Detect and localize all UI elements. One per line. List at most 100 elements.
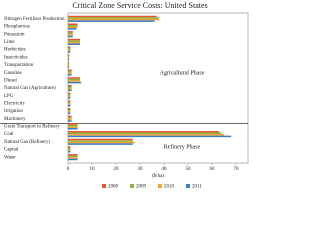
bar [68,64,70,67]
bar [68,155,78,158]
bar [68,84,72,87]
bar [68,86,72,88]
bar [68,71,72,73]
y-tick-label: Natural Gas (Agriculture) [4,86,56,91]
bar [68,94,71,96]
y-tick-label: Nitrogen Fertilizer Production [4,17,65,22]
y-tick-label: Gasoline [4,71,23,76]
legend-swatch [102,184,106,188]
bar [68,66,70,69]
bar [68,40,80,42]
bar [68,17,160,19]
x-tick-label: 30 [138,167,144,172]
bar [68,69,72,72]
bar [68,88,72,90]
bar [68,147,71,150]
x-tick-label: 40 [162,167,168,172]
bar [68,120,72,122]
y-tick-label: Herbicides [4,48,26,53]
legend-label: 2009 [136,184,147,189]
legend-label: 2008 [108,184,119,189]
bar [68,143,133,145]
bar [68,146,71,148]
legend-label: 2011 [192,184,202,189]
y-tick-label: Transportation [4,63,34,68]
y-tick-label: LPG [4,94,14,99]
bar [68,117,72,119]
bar [68,124,78,127]
bar [68,78,80,81]
x-tick-label: 20 [114,167,120,172]
chart-title: Critical Zone Service Costs: United Stat… [72,1,207,10]
bar [68,95,71,98]
bar [68,158,78,161]
bar [68,157,78,159]
bar [68,46,71,49]
bar [68,151,71,153]
bar [68,49,71,52]
x-tick-label: 0 [67,167,70,172]
bar [68,34,73,36]
bar [68,100,71,102]
bar [68,97,71,99]
y-tick-label: Electricity [4,102,25,107]
bar [68,92,71,95]
bar [68,57,70,59]
bar [68,61,70,64]
bar [68,131,220,133]
y-tick-label: Diesel [4,78,17,83]
bar [68,81,82,84]
y-tick-label: Water [4,155,16,160]
bar [68,28,77,30]
bar [68,20,155,22]
x-tick-label: 10 [90,167,96,172]
bar [68,72,72,75]
bar [68,115,72,118]
bar [68,107,71,110]
bar [68,77,80,79]
bar [68,41,80,44]
y-tick-label: Lime [4,40,15,45]
bar [68,101,71,104]
bar [68,38,80,41]
bar [68,112,71,115]
chart: Critical Zone Service Costs: United Stat… [0,1,249,189]
bar [68,134,224,136]
x-tick-label: 70 [234,167,240,172]
bar [68,24,78,27]
bar [68,43,80,45]
bar [68,58,70,61]
bar [68,111,71,113]
bar [68,140,133,142]
bar [68,123,78,125]
legend-swatch [158,184,162,188]
x-tick-label: 50 [186,167,192,172]
bar [68,35,73,38]
y-tick-label: Potassium [4,32,25,37]
y-tick-label: Irrigation [4,109,23,114]
legend-label: 2010 [164,184,175,189]
bar [68,118,72,121]
bar [68,51,71,53]
bar [68,15,157,18]
bar [68,18,160,21]
bar [68,48,71,50]
x-tick-label: 60 [210,167,216,172]
y-tick-label: Phosphorous [4,25,30,30]
bar [68,26,78,29]
bar [68,74,72,76]
bar [68,23,78,25]
bar [68,135,232,138]
bar [68,80,80,82]
bar [68,138,133,141]
y-tick-label: Insecticides [4,55,28,60]
bar [68,109,71,112]
bar [68,54,70,56]
legend-swatch [186,184,190,188]
bar [68,89,72,92]
bar [68,104,71,107]
legend-swatch [130,184,134,188]
bar [68,126,78,128]
bar [68,127,78,130]
y-tick-label: Coal [4,132,14,137]
